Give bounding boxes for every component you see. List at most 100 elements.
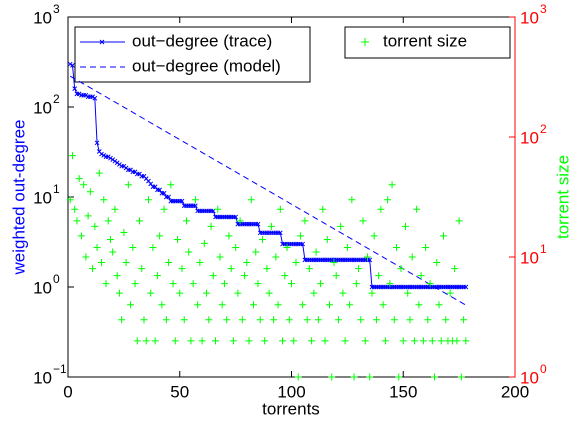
marker (312, 248, 320, 256)
marker (442, 316, 450, 324)
marker (131, 280, 139, 288)
marker (381, 337, 389, 345)
marker (209, 272, 217, 280)
marker (372, 316, 380, 324)
y-tick-label: 10 (33, 8, 52, 27)
marker (212, 337, 220, 345)
marker (160, 205, 168, 213)
marker (355, 265, 363, 273)
marker (413, 205, 421, 213)
marker (82, 253, 90, 261)
marker (406, 316, 414, 324)
marker (397, 265, 405, 273)
marker (136, 217, 144, 225)
marker (388, 181, 396, 189)
legend-swatch (361, 38, 369, 46)
marker (120, 229, 128, 237)
y2-tick-exponent: 2 (540, 122, 547, 136)
y2-tick-label: 10 (520, 368, 539, 387)
marker (279, 337, 287, 345)
marker (330, 258, 338, 266)
y2-tick-label: 10 (520, 248, 539, 267)
marker (179, 198, 185, 204)
x-tick-label: 100 (277, 382, 305, 401)
marker (70, 63, 75, 68)
marker (66, 196, 74, 204)
marker (367, 257, 373, 263)
marker (384, 196, 392, 204)
marker (408, 253, 416, 261)
marker (386, 280, 394, 288)
marker (238, 316, 246, 324)
y2-tick-label: 10 (520, 128, 539, 147)
y-tick-exponent: −1 (53, 362, 67, 376)
marker (346, 301, 354, 309)
marker (247, 196, 255, 204)
marker (178, 265, 186, 273)
marker (357, 316, 365, 324)
marker (457, 373, 465, 381)
marker (399, 337, 407, 345)
legend2-box (344, 26, 511, 59)
marker (437, 337, 445, 345)
marker (308, 337, 316, 345)
marker (334, 316, 342, 324)
marker (393, 243, 401, 251)
marker (138, 265, 146, 273)
marker (379, 301, 387, 309)
x-tick-label: 150 (389, 382, 417, 401)
marker (68, 152, 76, 160)
marker (142, 337, 150, 345)
marker (368, 289, 376, 297)
marker (108, 155, 113, 161)
marker (193, 203, 198, 209)
marker (433, 258, 441, 266)
marker (149, 243, 157, 251)
legend-label: torrent size (383, 31, 467, 50)
marker (124, 181, 132, 189)
marker (198, 337, 206, 345)
marker (428, 337, 436, 345)
marker (299, 301, 307, 309)
marker (118, 316, 126, 324)
marker (171, 337, 179, 345)
marker (109, 248, 117, 256)
marker (300, 241, 306, 247)
marker (317, 280, 325, 288)
marker (214, 205, 222, 213)
marker (254, 280, 262, 288)
marker (84, 212, 92, 220)
marker (310, 289, 318, 297)
marker (277, 230, 283, 236)
marker (174, 235, 182, 243)
marker (180, 316, 188, 324)
marker (451, 265, 459, 273)
marker (462, 337, 470, 345)
marker (294, 373, 302, 381)
marker (241, 272, 249, 280)
marker (323, 235, 331, 243)
marker (144, 196, 152, 204)
marker (236, 217, 244, 225)
marker (435, 301, 443, 309)
marker (283, 243, 291, 251)
marker (375, 272, 383, 280)
y-tick-exponent: 1 (53, 182, 60, 196)
marker (321, 337, 329, 345)
marker (207, 222, 215, 230)
legend-label: out−degree (trace) (132, 31, 272, 50)
marker (80, 181, 88, 189)
marker (182, 217, 190, 225)
marker (105, 154, 111, 160)
marker (220, 280, 228, 288)
x-tick-label: 50 (170, 382, 189, 401)
marker (363, 253, 371, 261)
y2-axis-label: torrent size (553, 155, 572, 239)
marker (91, 222, 99, 230)
y-tick-exponent: 0 (53, 272, 60, 286)
marker (263, 265, 271, 273)
marker (410, 337, 418, 345)
y-tick-label: 10 (33, 368, 52, 387)
x-tick-label: 200 (501, 382, 529, 401)
marker (147, 289, 155, 297)
